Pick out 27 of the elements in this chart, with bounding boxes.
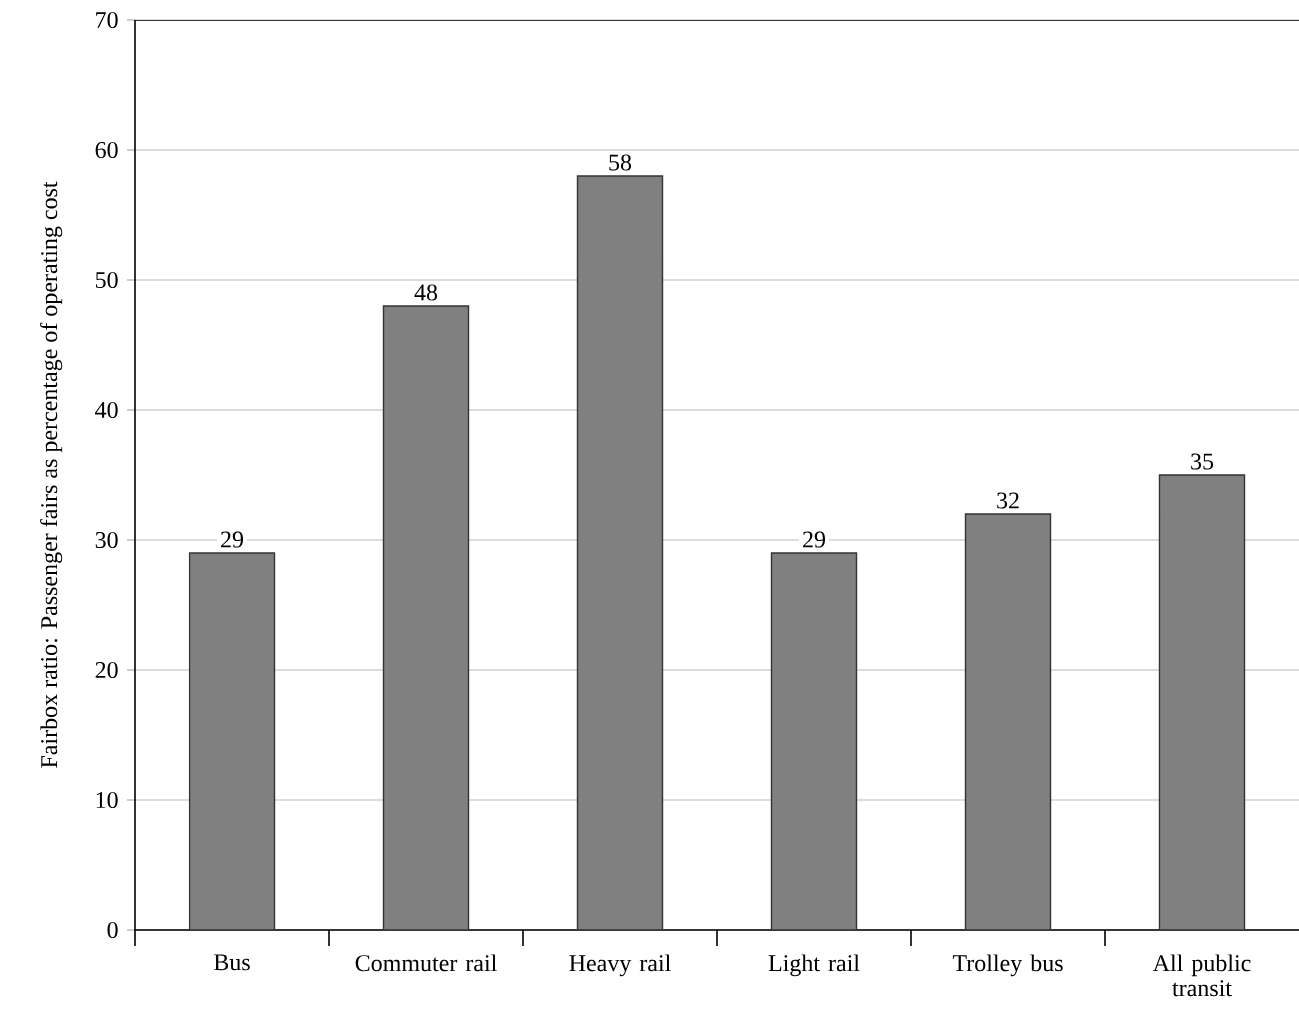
y-tick-label: 40 [95,401,118,419]
bar [964,513,1052,930]
bar [1158,474,1246,930]
x-tick-label: Bus [214,954,250,971]
x-tick-label: Commuter rail [355,954,497,972]
x-tick-label: Light rail [768,954,860,977]
y-tick-label: 20 [95,661,118,679]
data-label: 48 [414,284,438,301]
bar [382,305,470,930]
y-tick-label: 10 [96,791,118,809]
y-tick-label: 0 [107,921,118,939]
data-label: 32 [997,492,1019,509]
x-tick-label: Heavy rail [569,954,671,977]
y-tick-label: 60 [95,141,118,159]
y-tick-label: 50 [95,271,118,289]
y-tick-label: 70 [96,11,118,29]
y-axis-title: Fairbox ratio: Passenger fairs as percentage of operating cost [40,181,63,768]
data-label: 29 [803,531,826,548]
data-label: 35 [1191,453,1214,470]
y-tick-label: 30 [95,531,118,549]
bar [576,175,664,930]
data-label: 58 [609,154,632,171]
bar [770,552,858,930]
x-tick-label: Trolley bus [952,954,1063,977]
x-tick-label: All public transit [1152,954,1251,997]
bar [188,552,276,930]
data-label: 29 [221,531,244,548]
